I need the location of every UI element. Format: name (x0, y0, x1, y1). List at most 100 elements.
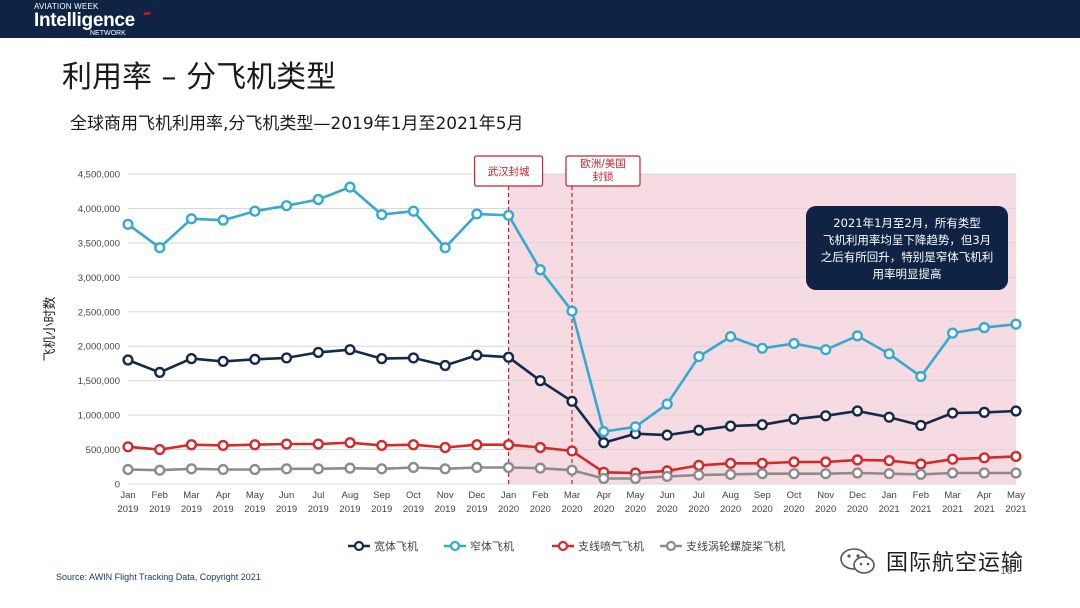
data-point (566, 305, 578, 317)
x-tick-year: 2020 (593, 504, 614, 515)
callout-text: 2021年1月至2月，所有类型飞机利用率均呈下降趋势，但3月之后有所回升，特别是… (821, 216, 994, 281)
x-tick-month: Dec (468, 490, 485, 501)
x-tick-month: Mar (564, 490, 580, 501)
data-point (185, 439, 198, 451)
data-point (154, 464, 166, 476)
event-label: 武汉封城 (488, 165, 530, 178)
page-number: 16 (1000, 566, 1013, 577)
data-point (502, 209, 515, 221)
data-point (502, 439, 515, 451)
data-point (344, 344, 356, 356)
data-point (851, 467, 864, 479)
x-tick-month: Jul (312, 490, 324, 501)
data-point (883, 411, 895, 423)
event-label-box (473, 155, 544, 187)
data-point (249, 205, 261, 217)
logo-line1: AVIATION WEEK (34, 2, 99, 11)
logo-line3: NETWORK (90, 30, 126, 37)
data-point (756, 468, 768, 480)
data-point (661, 429, 673, 441)
event-label-box (565, 155, 641, 187)
x-tick-year: 2020 (498, 504, 519, 515)
data-point (629, 472, 642, 485)
data-point (502, 461, 515, 474)
x-tick-year: 2020 (561, 504, 582, 515)
x-tick-month: Jan (120, 490, 135, 501)
data-point (154, 242, 166, 254)
data-point (376, 209, 388, 221)
data-point (407, 461, 420, 474)
legend-label: 窄体飞机 (470, 539, 514, 553)
data-point (661, 470, 673, 483)
data-point (693, 350, 705, 363)
data-point (407, 352, 420, 364)
data-point (724, 457, 737, 469)
data-point (820, 456, 832, 468)
x-tick-year: 2019 (339, 504, 360, 515)
y-tick-label: 3,000,000 (78, 273, 120, 284)
data-point (280, 352, 293, 364)
x-tick-year: 2020 (752, 504, 773, 515)
x-tick-month: Sep (373, 490, 390, 501)
data-point (439, 463, 451, 475)
data-point (724, 330, 737, 343)
x-tick-month: Feb (913, 490, 929, 501)
y-tick-label: 500,000 (86, 445, 120, 456)
data-point (978, 406, 990, 418)
event-label-line: 封锁 (593, 170, 614, 183)
data-point (693, 469, 705, 481)
data-point (915, 370, 927, 383)
x-tick-month: Apr (596, 490, 611, 501)
data-point (1010, 318, 1022, 330)
x-tick-year: 2020 (530, 504, 551, 515)
x-tick-year: 2019 (276, 504, 297, 515)
header-bar: AVIATION WEEK Intelligence NETWORK (0, 0, 1080, 38)
data-point (1010, 467, 1022, 479)
x-tick-year: 2020 (720, 504, 741, 515)
data-point (883, 454, 895, 467)
data-point (883, 348, 895, 360)
data-point (566, 445, 578, 457)
x-tick-month: Jun (279, 490, 294, 501)
x-tick-year: 2019 (117, 504, 138, 515)
data-point (915, 458, 927, 470)
x-tick-month: Aug (722, 490, 739, 501)
x-tick-month: Jan (501, 490, 516, 501)
x-tick-year: 2019 (466, 504, 487, 515)
x-tick-year: 2021 (942, 504, 963, 515)
data-point (598, 426, 610, 438)
data-point (1010, 450, 1022, 463)
y-axis-label: 飞机小时数 (43, 296, 58, 361)
source-note: Source: AWIN Flight Tracking Data, Copyr… (56, 572, 261, 582)
data-point (724, 468, 737, 480)
callout-text-line: 之后有所回升，特别是窄体飞机利 (821, 250, 994, 264)
data-point (312, 463, 324, 475)
logo-line2: Intelligence (34, 10, 135, 31)
data-point (217, 355, 229, 367)
data-point (946, 327, 959, 339)
data-point (851, 330, 864, 342)
data-point (471, 349, 483, 361)
data-point (154, 443, 166, 456)
y-tick-label: 1,000,000 (78, 411, 120, 422)
x-tick-month: Jan (881, 490, 896, 501)
data-point (154, 366, 166, 379)
x-tick-month: Nov (437, 490, 454, 501)
x-tick-year: 2019 (244, 504, 265, 515)
x-tick-year: 2020 (815, 504, 836, 515)
callout-text-line: 2021年1月至2月，所有类型 (833, 216, 980, 230)
legend-label: 支线喷气飞机 (578, 539, 644, 553)
data-point (217, 439, 229, 452)
x-tick-month: Feb (532, 490, 548, 501)
legend-label: 宽体飞机 (374, 539, 418, 553)
x-tick-month: Mar (183, 490, 199, 501)
data-point (978, 452, 990, 464)
data-point (185, 213, 198, 225)
x-tick-month: Oct (406, 490, 421, 501)
data-point (756, 419, 768, 431)
x-tick-month: Feb (152, 490, 168, 501)
data-point (1010, 405, 1022, 417)
data-point (598, 437, 610, 449)
x-tick-year: 2020 (783, 504, 804, 515)
data-point (661, 398, 673, 410)
